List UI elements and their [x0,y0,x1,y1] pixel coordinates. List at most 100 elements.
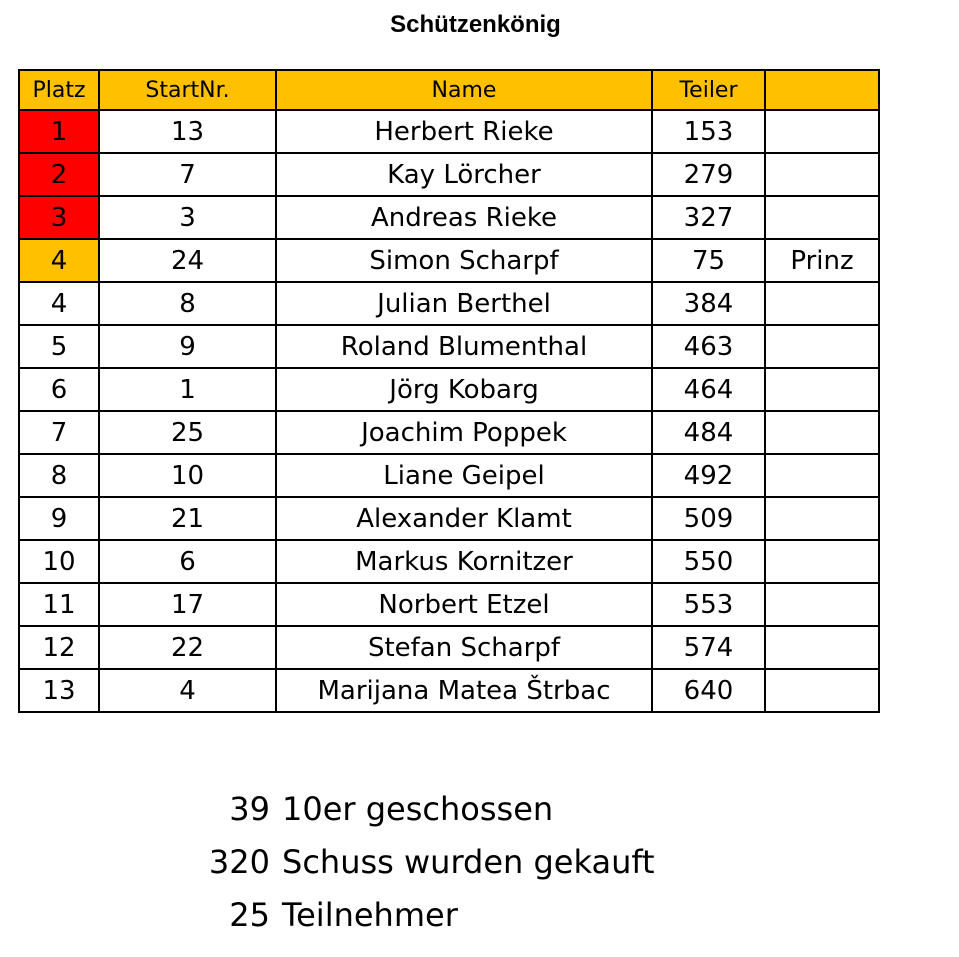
table-row: 12 22 Stefan Scharpf 574 [18,625,880,670]
cell-note [764,625,880,670]
cell-teiler: 640 [651,668,766,713]
cell-note [764,668,880,713]
cell-teiler: 550 [651,539,766,584]
cell-platz: 4 [18,281,100,326]
cell-name: Liane Geipel [275,453,653,498]
cell-name: Julian Berthel [275,281,653,326]
cell-note: Prinz [764,238,880,283]
summary-value: 25 [229,896,270,934]
cell-platz: 10 [18,539,100,584]
cell-name: Markus Kornitzer [275,539,653,584]
cell-name: Norbert Etzel [275,582,653,627]
table-row: 13 4 Marijana Matea Štrbac 640 [18,668,880,713]
table-row: 3 3 Andreas Rieke 327 [18,195,880,240]
table-row: 1 13 Herbert Rieke 153 [18,109,880,154]
cell-teiler: 574 [651,625,766,670]
cell-teiler: 492 [651,453,766,498]
cell-platz: 9 [18,496,100,541]
table-row: 11 17 Norbert Etzel 553 [18,582,880,627]
cell-teiler: 484 [651,410,766,455]
cell-platz: 7 [18,410,100,455]
cell-platz: 3 [18,195,100,240]
summary-label: Schuss wurden gekauft [282,843,655,881]
cell-name: Herbert Rieke [275,109,653,154]
cell-name: Simon Scharpf [275,238,653,283]
cell-startnr: 1 [98,367,277,412]
page-title: Schützenkönig [390,11,561,38]
table-header-row: Platz StartNr. Name Teiler [18,69,880,111]
cell-platz: 2 [18,152,100,197]
header-note [764,69,880,111]
cell-startnr: 7 [98,152,277,197]
cell-teiler: 553 [651,582,766,627]
cell-note [764,539,880,584]
summary-row-tens: 39 10er geschossen [190,783,655,836]
cell-teiler: 463 [651,324,766,369]
table-body: 1 13 Herbert Rieke 153 2 7 Kay Lörcher 279 3 3 And… [18,109,880,713]
cell-platz: 6 [18,367,100,412]
summary-value: 320 [208,843,270,881]
cell-startnr: 25 [98,410,277,455]
table-row: 10 6 Markus Kornitzer 550 [18,539,880,584]
cell-teiler: 327 [651,195,766,240]
cell-startnr: 24 [98,238,277,283]
table-row: 2 7 Kay Lörcher 279 [18,152,880,197]
cell-teiler: 509 [651,496,766,541]
cell-teiler: 153 [651,109,766,154]
summary-value: 39 [229,790,270,828]
cell-name: Alexander Klamt [275,496,653,541]
table-row: 4 24 Simon Scharpf 75 Prinz [18,238,880,283]
summary-label: Teilnehmer [282,896,458,934]
cell-note [764,410,880,455]
cell-startnr: 8 [98,281,277,326]
cell-name: Stefan Scharpf [275,625,653,670]
header-teiler: Teiler [651,69,766,111]
ranking-table: Platz StartNr. Name Teiler 1 13 Herbert Ri… [18,69,880,713]
summary-label: 10er geschossen [282,790,554,828]
cell-platz: 11 [18,582,100,627]
cell-startnr: 10 [98,453,277,498]
cell-note [764,109,880,154]
cell-platz: 4 [18,238,100,283]
cell-platz: 13 [18,668,100,713]
cell-note [764,496,880,541]
cell-note [764,324,880,369]
header-platz: Platz [18,69,100,111]
cell-name: Jörg Kobarg [275,367,653,412]
cell-teiler: 384 [651,281,766,326]
table-row: 9 21 Alexander Klamt 509 [18,496,880,541]
cell-teiler: 279 [651,152,766,197]
cell-note [764,281,880,326]
cell-note [764,152,880,197]
summary: 39 10er geschossen 320 Schuss wurden gek… [190,783,655,942]
cell-startnr: 22 [98,625,277,670]
cell-teiler: 75 [651,238,766,283]
cell-name: Andreas Rieke [275,195,653,240]
cell-name: Roland Blumenthal [275,324,653,369]
table-row: 7 25 Joachim Poppek 484 [18,410,880,455]
header-name: Name [275,69,653,111]
cell-note [764,367,880,412]
table-row: 5 9 Roland Blumenthal 463 [18,324,880,369]
cell-startnr: 13 [98,109,277,154]
cell-platz: 1 [18,109,100,154]
cell-startnr: 9 [98,324,277,369]
cell-startnr: 4 [98,668,277,713]
cell-note [764,582,880,627]
table-row: 6 1 Jörg Kobarg 464 [18,367,880,412]
cell-name: Joachim Poppek [275,410,653,455]
cell-startnr: 3 [98,195,277,240]
cell-name: Marijana Matea Štrbac [275,668,653,713]
header-startnr: StartNr. [98,69,277,111]
cell-note [764,195,880,240]
summary-row-participants: 25 Teilnehmer [190,889,655,942]
cell-teiler: 464 [651,367,766,412]
cell-startnr: 6 [98,539,277,584]
cell-name: Kay Lörcher [275,152,653,197]
table-row: 8 10 Liane Geipel 492 [18,453,880,498]
cell-startnr: 17 [98,582,277,627]
cell-platz: 5 [18,324,100,369]
cell-platz: 12 [18,625,100,670]
summary-row-shots: 320 Schuss wurden gekauft [190,836,655,889]
table-row: 4 8 Julian Berthel 384 [18,281,880,326]
